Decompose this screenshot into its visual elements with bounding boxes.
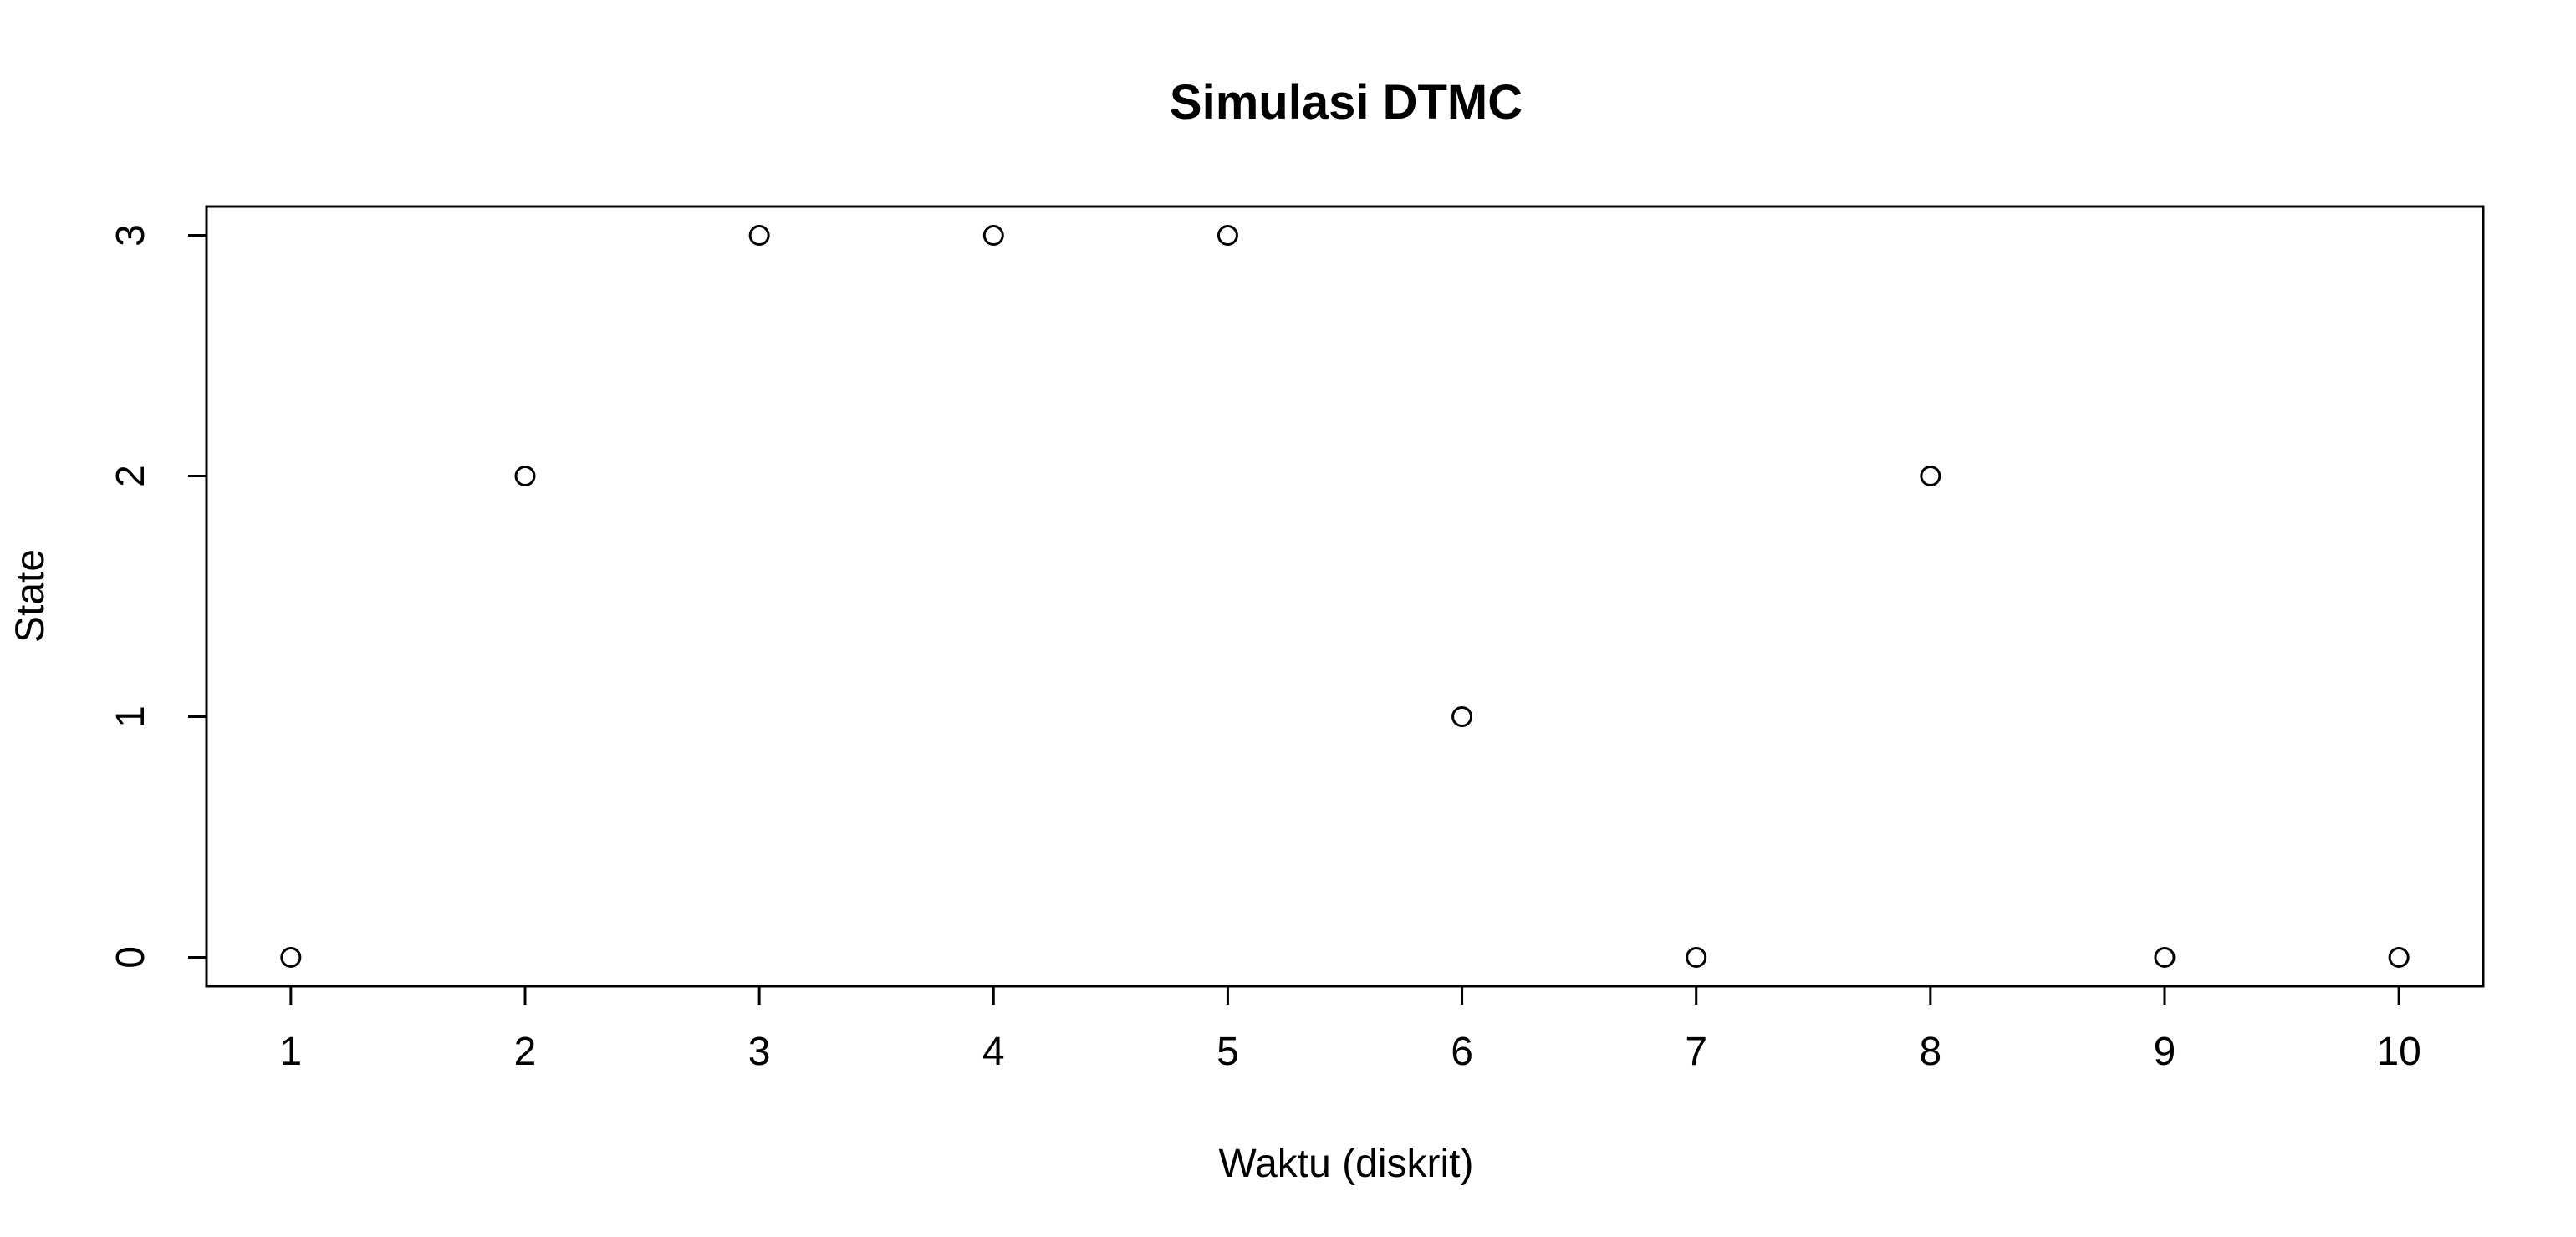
- y-tick-label: 1: [109, 705, 153, 728]
- data-point: [1920, 466, 1941, 487]
- x-tick-label: 10: [2376, 1030, 2420, 1074]
- y-tick-label: 3: [109, 224, 153, 247]
- data-point: [748, 225, 770, 247]
- data-points: [280, 225, 2410, 968]
- x-tick-label: 7: [1685, 1030, 1707, 1074]
- x-tick-label: 3: [748, 1030, 771, 1074]
- x-tick-label: 9: [2154, 1030, 2176, 1074]
- data-point: [2154, 946, 2176, 968]
- x-axis-ticks: 1 2 3 4 5 6 7 8 9 10: [280, 986, 2421, 1074]
- x-tick-label: 8: [1920, 1030, 1942, 1074]
- y-tick-label: 0: [109, 946, 153, 969]
- data-point: [1686, 946, 1707, 968]
- y-axis-label: State: [8, 549, 53, 643]
- data-point: [280, 946, 302, 968]
- plot-area-frame: [205, 205, 2485, 988]
- data-point: [1217, 225, 1238, 247]
- x-tick-label: 4: [982, 1030, 1005, 1074]
- data-point: [982, 225, 1004, 247]
- chart-title: Simulasi DTMC: [1170, 75, 1523, 130]
- x-tick-label: 5: [1217, 1030, 1239, 1074]
- data-point: [2388, 946, 2410, 968]
- y-tick-label: 2: [109, 465, 153, 487]
- x-tick-label: 1: [280, 1030, 303, 1074]
- data-point: [1451, 705, 1473, 727]
- x-tick-label: 6: [1451, 1030, 1473, 1074]
- data-point: [514, 466, 536, 487]
- x-axis-label: Waktu (diskrit): [1219, 1142, 1474, 1186]
- x-tick-label: 2: [514, 1030, 537, 1074]
- y-axis-ticks: 0 1 2 3: [109, 224, 207, 969]
